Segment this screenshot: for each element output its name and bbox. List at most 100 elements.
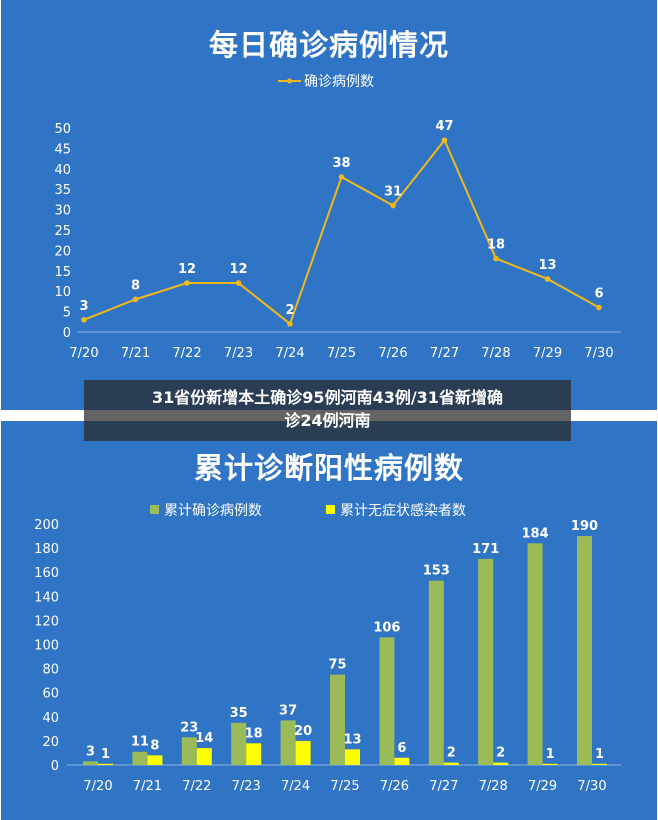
data-label-confirmed: 3 [86,744,95,759]
bar-asymptomatic [443,762,459,765]
y-tick-label: 5 [63,306,71,321]
x-tick-label: 7/20 [69,346,98,361]
daily-cases-chart-panel: 每日确诊病例情况 确诊病例数 0 5 10 15 20 25 30 35 40 45 50 7/20 7/… [1,0,657,410]
x-tick-label: 7/30 [577,779,606,794]
data-label-asymptomatic: 2 [447,746,456,761]
data-label: 13 [538,258,556,273]
data-label: 12 [178,262,196,277]
cumulative-bar-chart: 累计确诊病例数 累计无症状感染者数020406080100120140160180… [34,502,621,794]
data-label-confirmed: 11 [131,735,149,750]
daily-line-chart: 确诊病例数 0 5 10 15 20 25 30 35 40 45 50 7/20 7/21 7/22 7/2… [54,74,621,361]
data-label-confirmed: 75 [328,658,346,673]
data-label-confirmed: 106 [373,620,400,635]
data-label-asymptomatic: 6 [397,741,406,756]
bar-confirmed [181,737,197,765]
bar-confirmed [231,722,247,765]
data-label-asymptomatic: 8 [150,738,159,753]
legend-label-asymptomatic: 累计无症状感染者数 [340,502,466,519]
data-point [184,280,190,286]
data-point [338,174,345,180]
caption-line-2: 诊24例河南 [284,411,371,430]
data-label-asymptomatic: 14 [195,731,213,746]
data-label: 38 [332,156,350,171]
x-tick-label: 7/22 [182,779,211,794]
data-label-asymptomatic: 20 [294,724,312,739]
x-tick-label: 7/29 [533,346,562,361]
news-caption-overlay: 31省份新增本土确诊95例河南43例/31省新增确 诊24例河南 [84,380,571,441]
bar-confirmed [527,543,543,765]
data-label: 8 [131,278,140,293]
bar-asymptomatic [394,757,410,765]
data-label: 31 [384,185,402,200]
y-tick-label: 40 [42,711,59,726]
caption-line-1: 31省份新增本土确诊95例河南43例/31省新增确 [152,388,503,407]
y-tick-label: 30 [54,204,71,219]
data-label-confirmed: 184 [522,526,549,541]
data-point [493,255,499,262]
legend-label-confirmed: 累计确诊病例数 [164,503,262,519]
bar-asymptomatic [295,740,311,765]
bar-confirmed [330,674,345,765]
bar-confirmed [132,751,148,765]
data-label-asymptomatic: 1 [101,747,110,762]
data-label-asymptomatic: 1 [595,747,604,762]
cumulative-chart-title: 累计诊断阳性病例数 [193,451,464,485]
daily-chart-title: 每日确诊病例情况 [208,28,449,62]
bar-asymptomatic [592,763,607,765]
data-label: 3 [79,299,88,314]
bar-asymptomatic [345,749,360,765]
x-tick-label: 7/22 [172,346,201,361]
legend-label: 确诊病例数 [304,74,374,90]
data-point [544,276,551,282]
data-label-asymptomatic: 2 [496,746,505,761]
y-tick-label: 60 [42,687,59,702]
y-tick-label: 20 [54,244,71,259]
bar-asymptomatic [147,755,163,765]
x-tick-label: 7/27 [430,346,459,361]
y-tick-label: 140 [34,590,59,605]
x-tick-label: 7/25 [330,779,359,794]
data-point [132,296,139,303]
bar-confirmed [428,580,444,765]
x-tick-label: 7/21 [121,346,150,361]
y-tick-label: 0 [51,759,59,774]
y-tick-label: 100 [34,639,59,654]
data-label-confirmed: 153 [423,564,450,579]
y-tick-label: 200 [34,518,59,533]
x-tick-label: 7/24 [275,346,304,361]
data-point [235,280,242,286]
data-label-confirmed: 171 [472,542,499,557]
legend-swatch-confirmed [150,505,159,514]
x-tick-label: 7/25 [327,346,356,361]
data-point [390,202,396,209]
data-point [596,304,602,311]
data-label: 47 [435,119,453,134]
x-tick-label: 7/29 [528,779,557,794]
bar-asymptomatic [542,763,558,765]
data-label-asymptomatic: 1 [546,747,555,762]
x-tick-label: 7/23 [224,346,253,361]
bar-asymptomatic [246,743,262,765]
bar-confirmed [280,720,296,765]
y-tick-label: 160 [34,566,59,581]
y-tick-label: 50 [54,122,71,137]
y-tick-label: 120 [34,614,59,629]
bar-confirmed [83,761,98,765]
data-label-asymptomatic: 13 [343,732,361,747]
data-point [441,137,448,144]
data-label: 18 [487,238,505,253]
x-tick-label: 7/21 [133,779,162,794]
legend-swatch-asymptomatic [326,505,335,514]
bar-confirmed [577,536,592,765]
x-tick-label: 7/27 [429,779,458,794]
legend-marker [287,78,292,84]
y-tick-label: 180 [34,542,59,557]
data-label-confirmed: 23 [180,720,198,735]
y-tick-label: 25 [54,224,71,239]
y-tick-label: 45 [54,142,71,157]
data-label-confirmed: 190 [571,519,598,534]
y-tick-label: 35 [54,183,71,198]
data-label-confirmed: 37 [279,703,297,718]
y-tick-label: 40 [54,163,71,178]
cumulative-cases-chart-panel: 累计诊断阳性病例数 累计确诊病例数 累计无症状感染者数 0 20 40 60 80 100 12… [1,421,657,820]
